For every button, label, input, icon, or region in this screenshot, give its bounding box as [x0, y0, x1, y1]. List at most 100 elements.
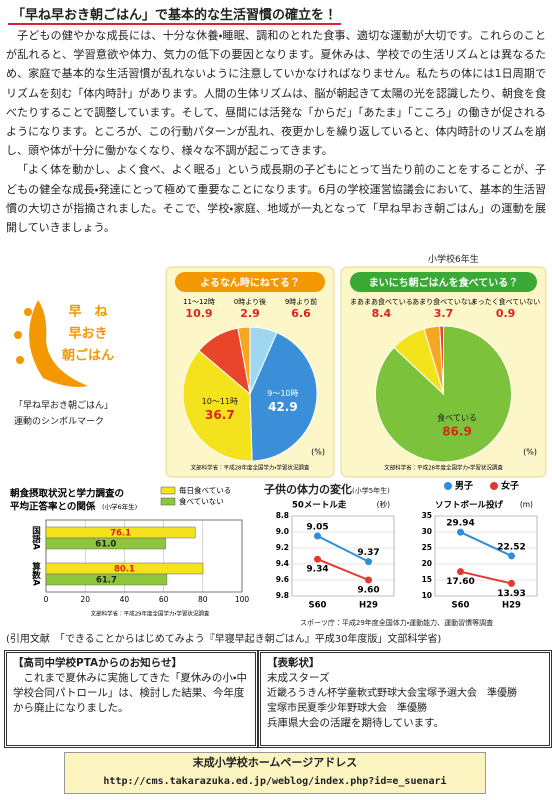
caption-line: 「早ね早おき朝ごはん」 [14, 401, 114, 411]
x-tick-label: 20 [80, 595, 90, 604]
footer-url[interactable]: http://cms.takarazuka.ed.jp/weblog/index… [103, 776, 447, 787]
award-team: 末成スターズ [267, 672, 330, 684]
logo-text: 早おき [68, 327, 107, 342]
value-label: 9.05 [306, 523, 328, 533]
legend-swatch [160, 497, 176, 506]
value-label: 9.60 [357, 586, 379, 596]
slice-label: 9〜10時 [267, 389, 298, 398]
slice-value: 2.9 [240, 307, 260, 320]
legend-label: 男子 [455, 481, 473, 492]
legend-label: 毎日食べている [179, 485, 231, 495]
series-line [460, 570, 512, 585]
plot-frame [434, 515, 538, 597]
caption-line: 運動のシンボルマーク [14, 417, 105, 427]
slice-label: 0時より後 [234, 297, 266, 306]
x-tick-label: 60 [159, 595, 169, 604]
award-title: 【表彰状】 [267, 657, 320, 669]
chart: ソフトボール投げ (m) 10 15 20 25 30 35 S60 H29 29.94 22.52 1… [422, 500, 538, 611]
paragraph: 「よく体を動かし、よく食べ、よく眠る」という成長期の子どもにとって当たり前のこと… [6, 163, 546, 235]
y-tick-label: 30 [422, 527, 432, 536]
x-tick-label: H29 [502, 601, 521, 611]
chart-title: 50メートル走 [292, 500, 347, 511]
pie-slice [249, 332, 318, 462]
legend-label: 食べていない [179, 497, 224, 506]
y-tick-label: 9.0 [276, 527, 289, 536]
slice-value: 6.6 [291, 307, 311, 320]
article-body: 子どもの健やかな成長には、十分な休養・睡眠、調和のとれた食事、適切な運動が大切で… [6, 26, 546, 237]
chart: 男子 女子 [444, 480, 519, 492]
axis-unit: (m) [520, 500, 533, 509]
y-tick-label: 10 [422, 591, 432, 600]
x-tick-label: 80 [198, 595, 208, 604]
slice-label: あまり食べていない [412, 298, 475, 306]
slice-value: 8.4 [372, 307, 392, 320]
x-tick-label: 0 [44, 595, 49, 604]
slice-label: 11〜12時 [183, 298, 215, 306]
slice-value: 10.9 [185, 307, 212, 320]
pie-slice [439, 325, 444, 395]
subtitle: (小学5年生) [352, 487, 390, 495]
award-closing: 兵庫県大会の活躍を期待しています。 [267, 717, 445, 729]
y-tick-label: 8.8 [276, 511, 289, 520]
notice-title: 【高司中学校PTAからのお知らせ】 [13, 657, 182, 669]
grade-note: 小学校6年生 [428, 255, 479, 265]
point [365, 558, 372, 566]
logo-text: 朝ごはん [62, 348, 114, 364]
award-line: 近畿ろうきん杯学童軟式野球大会宝塚予選大会 準優勝 [267, 688, 517, 699]
x-tick-label: H29 [359, 601, 378, 611]
unit-label: (%) [311, 448, 325, 457]
category-label: 算数A [31, 562, 42, 587]
chart-title: ソフトボール投げ [435, 500, 504, 511]
y-tick-label: 25 [422, 543, 432, 552]
chart: 50メートル走 (秒) 9.8 9.6 9.4 9.2 9.0 8.8 S60 H29 9.05 9.… [276, 499, 395, 611]
x-tick-label: S60 [309, 601, 327, 611]
notice-box: 【高司中学校PTAからのお知らせ】 これまで夏休みに実施してきた「夏休みの小・中… [4, 650, 258, 748]
point [365, 576, 372, 584]
x-tick-label: S60 [452, 601, 470, 611]
value-label: 13.93 [497, 589, 525, 599]
plot-frame [45, 519, 243, 593]
point [457, 568, 464, 576]
award-line: 宝塚市民夏季少年野球大会 準優勝 [267, 703, 427, 714]
series-line [317, 558, 369, 581]
y-tick-label: 15 [422, 575, 432, 584]
pie-slice [182, 349, 253, 462]
chart-title: よるなん時にねてる？ [200, 276, 300, 289]
award-box: 【表彰状】 末成スターズ 近畿ろうきん杯学童軟式野球大会宝塚予選大会 準優勝 宝… [258, 650, 552, 748]
slice-value: 42.9 [268, 400, 298, 414]
value-label: 61.0 [95, 540, 116, 550]
source: 文部科学省：平成29年度全国学力・学習状況調査 [91, 610, 210, 618]
slice-value: 3.7 [434, 307, 454, 320]
logo: 早 ね 早おき 朝ごはん [14, 300, 114, 387]
value-label: 22.52 [497, 542, 525, 552]
citation: (引用文献 「できることからはじめてみよう『早寝早起き朝ごはん』平成30年度版」… [6, 634, 442, 645]
slice-label: 10〜11時 [202, 397, 238, 406]
logo-text: 早 ね [68, 305, 107, 320]
footer-title: 末成小学校ホームページアドレス [192, 756, 358, 769]
source: 文部科学省：平成28年度全国学力・学習状況調査 [191, 464, 310, 472]
title-banner [175, 272, 325, 292]
slice-label: 食べている [437, 414, 477, 423]
point [457, 528, 464, 536]
chart-title: 平均正答率との関係 [10, 501, 96, 513]
y-tick-label: 20 [422, 559, 432, 568]
headline: 「早ね早おき朝ごはん」で基本的な生活習慣の確立を！ [8, 4, 342, 25]
bar [45, 537, 166, 550]
chart-title: 朝食摂取状況と学力調査の [10, 488, 124, 500]
logo-caption: 「早ね早おき朝ごはん」 運動のシンボルマーク [14, 398, 113, 430]
y-tick-label: 9.8 [276, 591, 289, 600]
unit-label: (%) [523, 448, 537, 457]
slice-label: まったく食べていない [471, 298, 540, 306]
slice-value: 0.9 [496, 307, 515, 320]
slice-value: 36.7 [205, 408, 235, 422]
category-label: 国語A [31, 526, 41, 551]
legend-swatch [160, 486, 176, 495]
bar [45, 573, 168, 586]
series-line [460, 531, 512, 557]
legend-marker [444, 482, 452, 490]
plot-frame [291, 515, 395, 597]
